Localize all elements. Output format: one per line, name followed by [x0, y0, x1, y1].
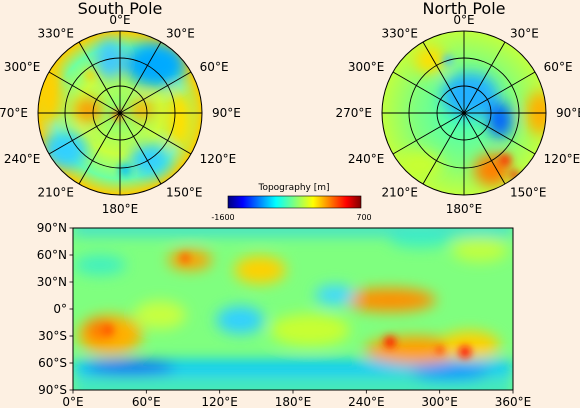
x-tick-label: 180°E — [275, 395, 312, 408]
global-map: 0°E 60°E 120°E 180°E 240°E 300°E 360°E 90°N 60°… — [37, 221, 532, 408]
colorbar-label: Topography [m] — [257, 183, 329, 193]
y-tick-label: 60°N — [37, 248, 67, 262]
north-pole-longitude-label: 300°E — [348, 60, 385, 74]
global-map-y-axis: 90°N 60°N 30°N 0° 30°S 60°S 90°S — [37, 221, 73, 397]
south-pole-longitude-labels: 0°E 30°E 60°E 90°E 120°E 150°E 180°E 210°E 240°E… — [0, 13, 241, 216]
north-pole-longitude-label: 330°E — [382, 26, 419, 40]
colorbar-min-label: -1600 — [211, 213, 234, 222]
north-pole-longitude-label: 240°E — [348, 152, 385, 166]
north-pole-meridian — [392, 112, 465, 155]
south-pole-title: South Pole — [78, 0, 163, 18]
colorbar-max-label: 700 — [356, 213, 371, 222]
x-tick-label: 0°E — [62, 395, 83, 408]
north-pole-longitude-label: 90°E — [556, 106, 580, 120]
x-tick-label: 60°E — [132, 395, 161, 408]
south-pole-frame — [37, 30, 203, 196]
y-tick-label: 90°N — [37, 221, 67, 235]
colorbar-gradient — [227, 195, 362, 209]
x-tick-label: 120°E — [201, 395, 238, 408]
y-tick-label: 90°S — [38, 383, 67, 397]
south-pole-meridian — [119, 71, 192, 114]
north-pole-longitude-label: 210°E — [382, 186, 419, 200]
south-pole-longitude-label: 210°E — [38, 186, 75, 200]
south-pole-plot: 0°E 30°E 60°E 90°E 120°E 150°E 180°E 210°E 240°E… — [0, 13, 241, 216]
x-tick-label: 360°E — [495, 395, 532, 408]
north-pole-meridian — [463, 71, 536, 114]
north-pole-meridian — [463, 41, 506, 114]
north-pole-longitude-label: 30°E — [510, 26, 539, 40]
south-pole-longitude-label: 240°E — [4, 152, 41, 166]
north-pole-longitude-label: 120°E — [544, 152, 580, 166]
south-pole-longitude-label: 300°E — [4, 60, 41, 74]
south-pole-meridian — [78, 112, 121, 185]
south-pole-meridian — [119, 112, 192, 155]
south-pole-meridian — [119, 112, 162, 185]
south-pole-longitude-label: 120°E — [200, 152, 237, 166]
north-pole-meridian — [422, 112, 465, 185]
south-pole-longitude-label: 90°E — [212, 106, 241, 120]
south-pole-meridians — [38, 31, 202, 195]
north-pole-plot: 0°E 30°E 60°E 90°E 120°E 150°E 180°E 210°E 240°E… — [336, 13, 580, 216]
north-pole-frame — [381, 30, 547, 196]
south-pole-meridian — [48, 71, 121, 114]
x-tick-label: 300°E — [421, 395, 458, 408]
south-pole-meridian — [48, 112, 121, 155]
south-pole-longitude-label: 330°E — [38, 26, 75, 40]
north-pole-meridian — [392, 71, 465, 114]
north-pole-longitude-label: 60°E — [544, 60, 573, 74]
north-pole-longitude-label: 270°E — [336, 106, 373, 120]
north-pole-meridian — [463, 112, 506, 185]
north-pole-meridian — [422, 41, 465, 114]
north-pole-meridians — [382, 31, 546, 195]
south-pole-meridian — [119, 41, 162, 114]
south-pole-longitude-label: 180°E — [102, 202, 139, 216]
south-pole-meridian — [78, 41, 121, 114]
colorbar: Topography [m] -1600 700 — [211, 183, 371, 222]
global-map-x-axis: 0°E 60°E 120°E 180°E 240°E 300°E 360°E — [62, 390, 531, 408]
north-pole-longitude-label: 180°E — [446, 202, 483, 216]
y-tick-label: 30°S — [38, 329, 67, 343]
south-pole-longitude-label: 0°E — [109, 13, 130, 27]
y-tick-label: 60°S — [38, 356, 67, 370]
y-tick-label: 30°N — [37, 275, 67, 289]
south-pole-longitude-label: 60°E — [200, 60, 229, 74]
south-pole-longitude-label: 270°E — [0, 106, 28, 120]
north-pole-longitude-label: 150°E — [510, 186, 547, 200]
north-pole-meridian — [463, 112, 536, 155]
south-pole-longitude-label: 30°E — [166, 26, 195, 40]
north-pole-title: North Pole — [423, 0, 506, 18]
y-tick-label: 0° — [53, 302, 67, 316]
north-pole-longitude-label: 0°E — [453, 13, 474, 27]
x-tick-label: 240°E — [348, 395, 385, 408]
north-pole-longitude-labels: 0°E 30°E 60°E 90°E 120°E 150°E 180°E 210°E 240°E… — [336, 13, 580, 216]
south-pole-longitude-label: 150°E — [166, 186, 203, 200]
